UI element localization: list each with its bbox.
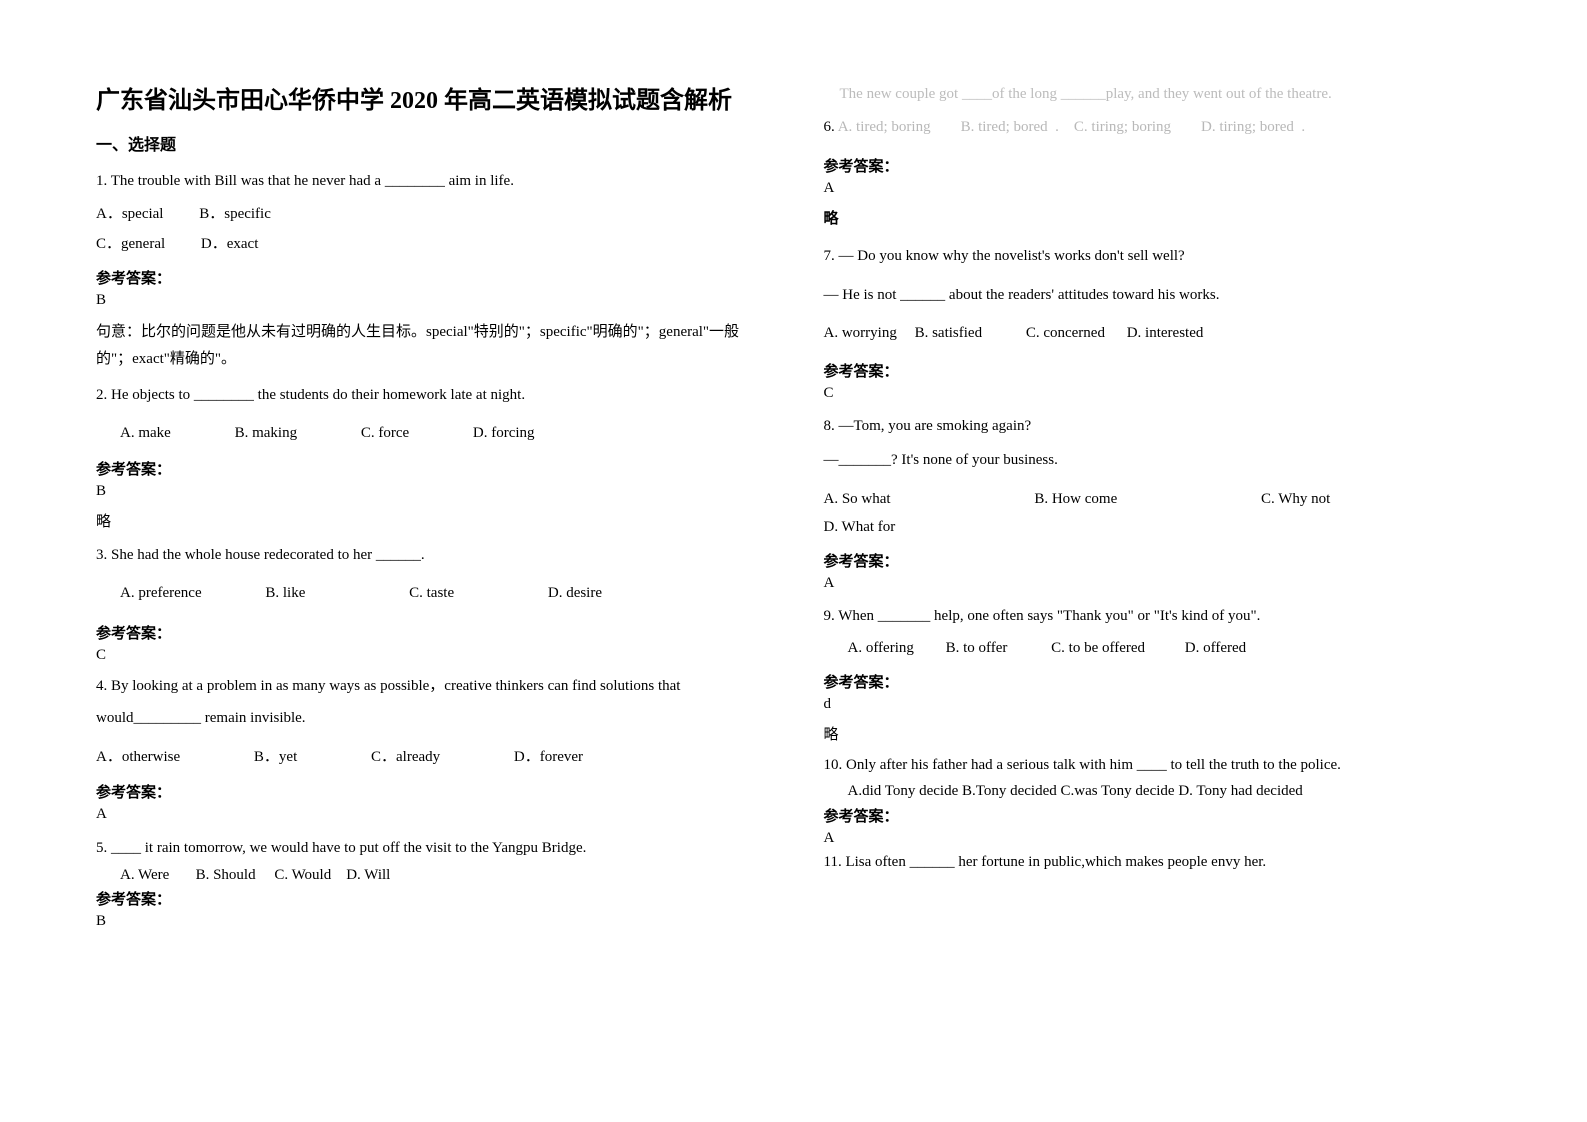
page-title: 广东省汕头市田心华侨中学 2020 年高二英语模拟试题含解析 (96, 80, 764, 115)
q3-answer-label: 参考答案： (96, 622, 764, 643)
q4-option-a: A．otherwise (96, 743, 180, 772)
q7-answer-label: 参考答案： (824, 360, 1492, 381)
q7-stem-line1: 7. — Do you know why the novelist's work… (824, 242, 1492, 271)
q4-option-d: D．forever (514, 743, 583, 772)
q9-option-b: B. to offer (946, 634, 1008, 663)
q2-stem: 2. He objects to ________ the students d… (96, 381, 764, 410)
q3-option-b: B. like (265, 579, 305, 608)
q3-option-a: A. preference (120, 579, 202, 608)
q3-stem: 3. She had the whole house redecorated t… (96, 541, 764, 570)
q4-answer: A (96, 806, 764, 823)
q1-option-d: D．exact (201, 230, 258, 259)
q2-options: A. make B. making C. force D. forcing (96, 419, 764, 448)
q5-options: A. Were B. Should C. Would D. Will (96, 864, 764, 887)
q1-stem: 1. The trouble with Bill was that he nev… (96, 167, 764, 196)
q1-option-b: B．specific (199, 200, 271, 229)
q8-answer: A (824, 575, 1492, 592)
q2-option-c: C. force (361, 419, 409, 448)
q4-stem-line1: 4. By looking at a problem in as many wa… (96, 672, 764, 701)
q9-stem: 9. When _______ help, one often says "Th… (824, 602, 1492, 631)
q1-options-row2: C．general D．exact (96, 230, 764, 259)
q1-answer: B (96, 292, 764, 309)
q2-option-d: D. forcing (473, 419, 535, 448)
q5-answer: B (96, 913, 764, 930)
q7-option-b: B. satisfied (915, 319, 983, 348)
q7-option-a: A. worrying (824, 319, 897, 348)
q7-options: A. worrying B. satisfied C. concerned D.… (824, 319, 1492, 348)
q9-answer-label: 参考答案： (824, 671, 1492, 692)
q4-option-b: B．yet (254, 743, 297, 772)
q6-answer: A (824, 180, 1492, 197)
q7-stem-line2: — He is not ______ about the readers' at… (824, 281, 1492, 310)
q8-answer-label: 参考答案： (824, 550, 1492, 571)
q1-options-row1: A．special B．specific (96, 200, 764, 229)
q7-option-d: D. interested (1127, 319, 1204, 348)
q6-stem: The new couple got ____of the long _____… (824, 80, 1492, 109)
q2-answer: B (96, 483, 764, 500)
q8-option-b: B. How come (1034, 485, 1117, 514)
q9-option-a: A. offering (848, 634, 914, 663)
q6-number: 6. (824, 119, 835, 135)
q8-option-d: D. What for (824, 513, 896, 542)
q9-lue: 略 (824, 723, 1492, 744)
q8-stem-line1: 8. —Tom, you are smoking again? (824, 412, 1492, 441)
q6-num-row: 6. A. tired; boring B. tired; bored . C.… (824, 113, 1492, 142)
q4-answer-label: 参考答案： (96, 781, 764, 802)
q2-lue: 略 (96, 510, 764, 531)
q3-options: A. preference B. like C. taste D. desire (96, 579, 764, 608)
q11-stem: 11. Lisa often ______ her fortune in pub… (824, 851, 1492, 874)
q2-answer-label: 参考答案： (96, 458, 764, 479)
q3-option-d: D. desire (548, 579, 602, 608)
q2-option-a: A. make (120, 419, 171, 448)
q1-answer-label: 参考答案： (96, 267, 764, 288)
q9-options: A. offering B. to offer C. to be offered… (824, 634, 1492, 663)
q10-answer: A (824, 830, 1492, 847)
q10-stem: 10. Only after his father had a serious … (824, 754, 1492, 777)
q8-option-c: C. Why not (1261, 485, 1330, 514)
q4-stem-line2: would_________ remain invisible. (96, 704, 764, 733)
q9-option-d: D. offered (1185, 634, 1246, 663)
q8-options: A. So what B. How come C. Why not D. Wha… (824, 485, 1492, 542)
left-column: 广东省汕头市田心华侨中学 2020 年高二英语模拟试题含解析 一、选择题 1. … (96, 80, 764, 940)
right-column: The new couple got ____of the long _____… (824, 80, 1492, 940)
q10-options: A.did Tony decide B.Tony decided C.was T… (824, 780, 1492, 803)
q6-lue: 略 (824, 207, 1492, 228)
q8-option-a: A. So what (824, 485, 891, 514)
q1-explanation: 句意：比尔的问题是他从未有过明确的人生目标。special"特别的"；speci… (96, 319, 764, 373)
q10-answer-label: 参考答案： (824, 805, 1492, 826)
q2-option-b: B. making (235, 419, 298, 448)
q5-stem: 5. ____ it rain tomorrow, we would have … (96, 837, 764, 860)
q6-answer-label: 参考答案： (824, 155, 1492, 176)
q4-options: A．otherwise B．yet C．already D．forever (96, 743, 764, 772)
q6-options: A. tired; boring B. tired; bored . C. ti… (838, 119, 1305, 135)
q1-option-c: C．general (96, 230, 165, 259)
document-page: 广东省汕头市田心华侨中学 2020 年高二英语模拟试题含解析 一、选择题 1. … (0, 0, 1587, 980)
q9-option-c: C. to be offered (1051, 634, 1145, 663)
q9-answer: d (824, 696, 1492, 713)
section-heading: 一、选择题 (96, 131, 764, 155)
q7-answer: C (824, 385, 1492, 402)
q4-option-c: C．already (371, 743, 440, 772)
q1-option-a: A．special (96, 200, 163, 229)
q5-answer-label: 参考答案： (96, 888, 764, 909)
q7-option-c: C. concerned (1026, 319, 1105, 348)
q3-option-c: C. taste (409, 579, 454, 608)
q3-answer: C (96, 647, 764, 664)
q8-stem-line2: —_______? It's none of your business. (824, 446, 1492, 475)
